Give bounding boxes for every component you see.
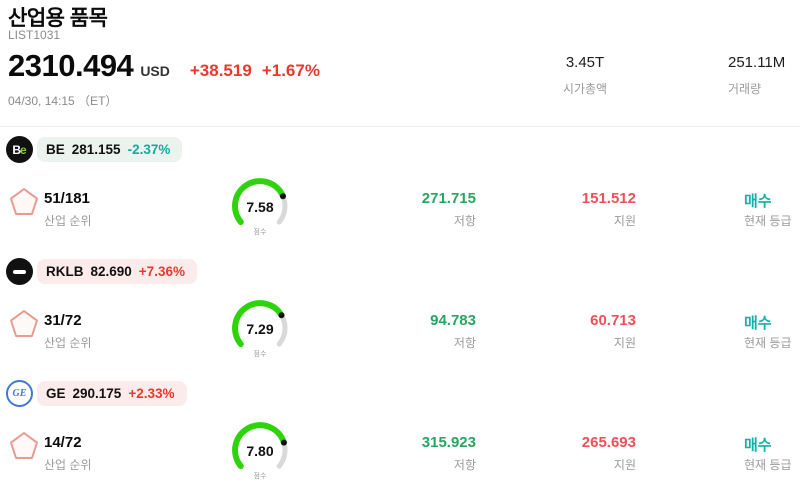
rocket-lab-logo-icon [6,258,33,285]
volume-value: 251.11M [728,54,786,71]
index-change-pct: +1.67% [261,61,320,80]
support-value: 151.512 [581,190,636,207]
ticker-label: GE [46,386,66,401]
industry-pentagon-icon [8,308,40,345]
market-cap-value: 3.45T [565,54,605,71]
volume-stat: 251.11M 거래량 [728,54,785,97]
resistance-label: 저항 [453,458,476,472]
index-price: 2310.494 [8,48,134,83]
stock-pill: BE 281.155 -2.37% [37,137,183,162]
page-title: 산업용 품목 [8,7,108,30]
rating-label: 현재 등급 [744,336,792,350]
industry-pentagon-icon [8,430,40,467]
stock-section-rklb: RKLB 82.690 +7.36% 31/72 산업 순위 7.29 점수 9… [0,254,800,376]
score-gauge: 7.80 점수 [218,420,302,484]
stock-pill: GE 290.175 +2.33% [37,381,187,406]
svg-text:7.58: 7.58 [246,199,273,215]
score-gauge: 7.58 점수 [218,176,302,240]
ge-logo-icon: GE [6,380,33,407]
support-label: 지원 [613,458,636,472]
rating-label: 현재 등급 [744,214,792,228]
stock-pill: RKLB 82.690 +7.36% [37,259,197,284]
industry-rank-value: 14/72 [44,434,82,451]
index-change-abs: +38.519 [189,61,252,80]
svg-text:점수: 점수 [254,350,267,358]
rating-value: 매수 [744,193,772,210]
support-value: 60.713 [590,312,636,329]
resistance-value: 271.715 [421,190,476,207]
industry-rank-value: 31/72 [44,312,82,329]
quote-timestamp: 04/30, 14:15 （ET） [8,94,118,108]
industry-pentagon-icon [8,186,40,223]
index-price-row: 2310.494 USD +38.519 +1.67% [8,48,320,84]
rating-label: 현재 등급 [744,458,792,472]
rating-value: 매수 [744,437,772,454]
resistance-label: 저항 [453,214,476,228]
ticker-label: RKLB [46,264,84,279]
stock-change: -2.37% [127,142,171,157]
header-divider [0,126,800,127]
market-cap-label: 시가총액 [562,82,608,96]
industry-rank-value: 51/181 [44,190,90,207]
score-gauge: 7.29 점수 [218,298,302,362]
industry-rank-label: 산업 순위 [44,336,92,350]
stock-badge-rklb[interactable]: RKLB 82.690 +7.36% [6,258,197,285]
index-change: +38.519 +1.67% [190,61,320,81]
resistance-label: 저항 [453,336,476,350]
resistance-value: 94.783 [430,312,476,329]
svg-text:점수: 점수 [254,472,267,480]
stock-price: 281.155 [71,142,121,157]
svg-text:점수: 점수 [254,228,267,236]
market-cap-stat: 3.45T 시가총액 [525,54,645,97]
list-id: LIST1031 [8,28,61,42]
stock-section-ge: GE GE 290.175 +2.33% 14/72 산업 순위 7.80 점수… [0,376,800,488]
resistance-value: 315.923 [421,434,476,451]
stock-badge-ge[interactable]: GE GE 290.175 +2.33% [6,380,187,407]
currency-label: USD [140,63,170,79]
svg-text:7.80: 7.80 [246,443,273,459]
svg-text:7.29: 7.29 [246,321,273,337]
support-label: 지원 [613,214,636,228]
support-label: 지원 [613,336,636,350]
volume-label: 거래량 [728,82,762,96]
stock-change: +2.33% [128,386,175,401]
stock-price: 82.690 [90,264,132,279]
rating-value: 매수 [744,315,772,332]
industry-rank-label: 산업 순위 [44,458,92,472]
stock-change: +7.36% [138,264,185,279]
stock-price: 290.175 [72,386,122,401]
support-value: 265.693 [581,434,636,451]
industry-rank-label: 산업 순위 [44,214,92,228]
ticker-label: BE [46,142,65,157]
